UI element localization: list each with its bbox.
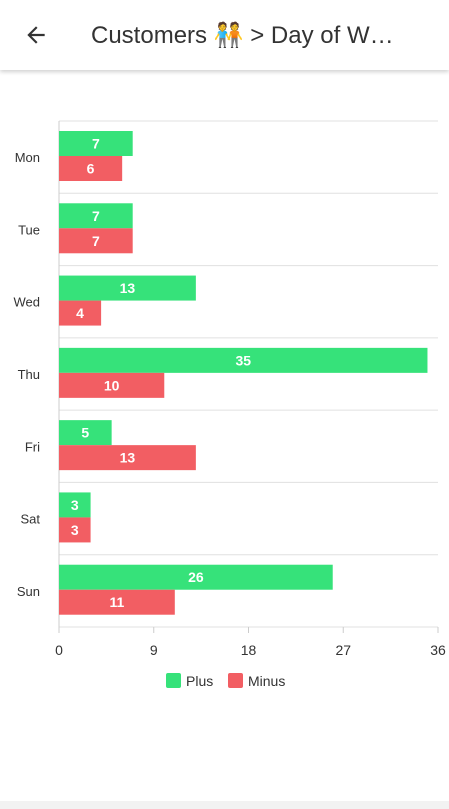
bar-minus (59, 228, 133, 254)
arrow-left-icon (27, 26, 45, 44)
x-tick-label: 9 (150, 642, 158, 658)
bar-plus (59, 492, 91, 518)
bar-plus (59, 347, 428, 373)
chart-svg: 0 9 18 27 36 Mon 7 6 Tue 7 7 Wed 13 4 Thu 35 10 Fri 5 13 Sat… (14, 120, 446, 689)
x-tick-label: 27 (335, 642, 351, 658)
x-tick-label: 18 (241, 642, 257, 658)
legend-label-minus: Minus (248, 673, 285, 689)
app-bar: Customers 🧑‍🤝‍🧑 > Day of W… (0, 0, 449, 70)
y-category-label: Tue (18, 222, 40, 237)
y-category-label: Mon (15, 150, 40, 165)
y-category-label: Sun (17, 584, 40, 599)
bar-plus (59, 131, 133, 156)
bar-value-label: 7 (92, 233, 100, 249)
bar-value-label: 5 (81, 425, 89, 441)
y-category-label: Sat (20, 512, 40, 527)
bar-value-label: 4 (76, 305, 84, 321)
legend-label-plus: Plus (186, 673, 213, 689)
bar-value-label: 3 (71, 522, 79, 538)
bar-value-label: 11 (109, 594, 124, 610)
bar-value-label: 6 (87, 161, 95, 177)
bar-plus (59, 564, 333, 590)
y-category-label: Wed (14, 295, 41, 310)
bar-value-label: 10 (104, 377, 120, 393)
bar-value-label: 7 (92, 208, 100, 224)
bar-minus (59, 156, 123, 181)
bar-value-label: 35 (235, 352, 251, 368)
bar-minus (59, 589, 175, 615)
x-tick-label: 36 (430, 642, 446, 658)
page-title: Customers 🧑‍🤝‍🧑 > Day of W… (91, 21, 394, 49)
bar-value-label: 7 (92, 136, 100, 152)
x-tick-label: 0 (55, 642, 63, 658)
back-button[interactable] (21, 20, 51, 50)
bar-minus (59, 372, 165, 398)
bar-plus (59, 275, 196, 301)
bottom-strip (0, 801, 449, 809)
bar-value-label: 26 (188, 569, 204, 585)
bar-minus (59, 300, 102, 326)
y-category-label: Thu (18, 367, 40, 382)
bar-minus (59, 445, 196, 471)
bar-value-label: 3 (71, 497, 79, 513)
y-category-label: Fri (25, 439, 40, 454)
bar-plus (59, 203, 133, 229)
legend-swatch-plus (166, 673, 181, 688)
legend-swatch-minus (228, 673, 243, 688)
bar-plus (59, 420, 112, 446)
bar-value-label: 13 (120, 280, 136, 296)
bar-chart: 0 9 18 27 36 Mon 7 6 Tue 7 7 Wed 13 4 Thu 35 10 Fri 5 13 Sat… (0, 105, 449, 705)
bar-minus (59, 517, 91, 543)
bar-value-label: 13 (120, 450, 136, 466)
